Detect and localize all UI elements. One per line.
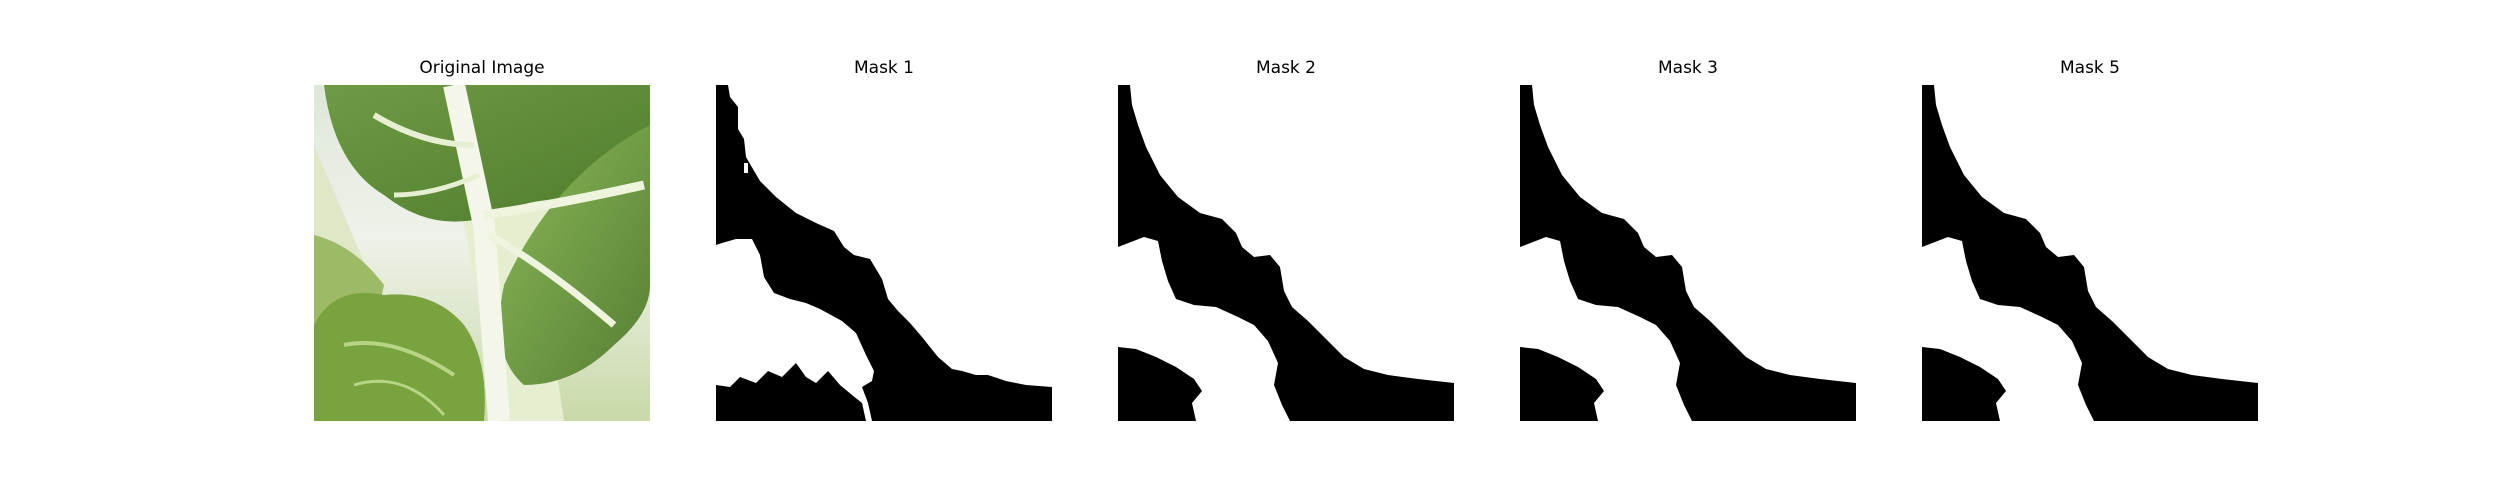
panel-title-mask-2: Mask 2	[1255, 58, 1316, 78]
mask-3-image	[1520, 85, 1856, 421]
mask-5-image	[1922, 85, 2258, 421]
panel-title-mask-1: Mask 1	[853, 58, 914, 78]
original-image	[314, 85, 650, 421]
panel-title-mask-5: Mask 5	[2059, 58, 2120, 78]
mask-1-image	[716, 85, 1052, 421]
panel-title-mask-3: Mask 3	[1657, 58, 1718, 78]
leaf-photo	[314, 85, 650, 421]
mask-2-image	[1118, 85, 1454, 421]
mask-3-shape	[1520, 85, 1856, 421]
panel-title-original-image: Original Image	[419, 58, 545, 78]
mask-2-shape	[1118, 85, 1454, 421]
mask-5-shape	[1922, 85, 2258, 421]
mask-1-shape	[716, 85, 1052, 421]
